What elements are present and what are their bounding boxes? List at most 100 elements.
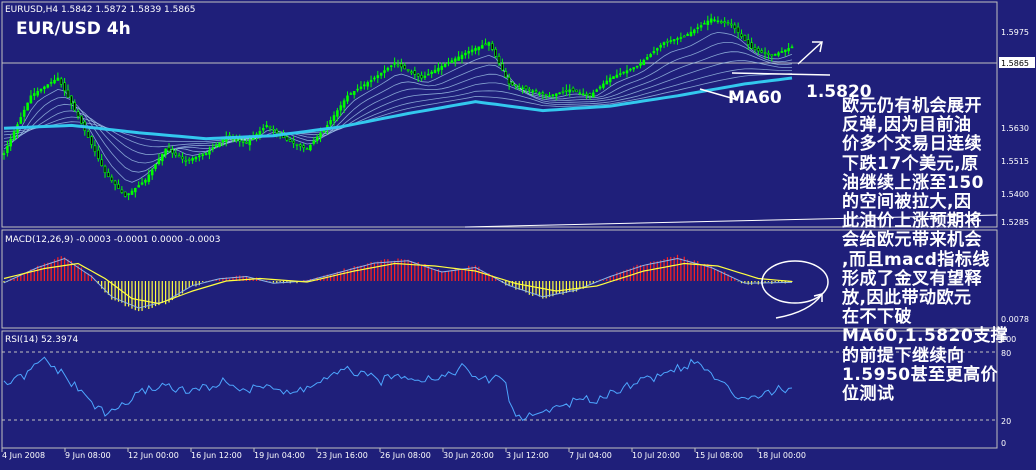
- candle-body: [410, 71, 413, 74]
- commentary-line: 会给欧元带来机会: [842, 230, 982, 251]
- candle-body: [514, 84, 518, 87]
- candle-body: [288, 139, 292, 142]
- candle-body: [629, 68, 632, 71]
- candle-body: [558, 92, 561, 95]
- commentary-line: 的空间被拉大,因: [842, 192, 972, 213]
- candle-body: [147, 174, 151, 182]
- candle-body: [63, 82, 66, 92]
- candle-body: [164, 148, 167, 155]
- candle-body: [241, 141, 245, 143]
- commentary-line: 价多个交易日连续: [842, 134, 982, 155]
- candle-body: [110, 176, 114, 181]
- candle-body: [551, 94, 555, 97]
- candle-body: [655, 48, 659, 51]
- candle-body: [571, 87, 575, 92]
- candle-body: [548, 95, 551, 98]
- candle-body: [524, 85, 528, 90]
- candle-body: [416, 73, 420, 77]
- candle-body: [554, 93, 558, 97]
- candle-body: [443, 64, 447, 67]
- candle-body: [497, 55, 501, 64]
- candle-body: [386, 67, 390, 71]
- candle-body: [733, 24, 737, 29]
- candle-body: [649, 53, 652, 58]
- candles: [2, 13, 794, 201]
- candle-body: [19, 117, 23, 124]
- candle-body: [366, 82, 370, 87]
- candle-body: [591, 92, 595, 98]
- commentary-line: 放,因此带动欧元: [842, 288, 972, 309]
- current-price-tag: [999, 57, 1035, 68]
- price-tick: 1.5515: [1001, 157, 1029, 166]
- candle-body: [767, 52, 770, 55]
- commentary-line: 形成了金叉有望释: [842, 268, 982, 289]
- candle-body: [696, 27, 700, 30]
- candle-body: [12, 131, 16, 140]
- candle-body: [504, 71, 508, 78]
- ribbon-ma-line: [3, 51, 793, 164]
- candle-body: [198, 155, 201, 158]
- candle-body: [763, 52, 767, 54]
- candle-body: [194, 156, 198, 160]
- price-tick: 1.5285: [1001, 218, 1029, 227]
- candle-body: [171, 149, 174, 154]
- candle-body: [103, 165, 107, 173]
- candle-body: [612, 76, 615, 80]
- candle-body: [393, 62, 396, 65]
- candle-body: [538, 92, 541, 95]
- candle-body: [285, 136, 289, 141]
- candle-body: [740, 33, 743, 37]
- candle-body: [787, 48, 790, 52]
- candle-body: [719, 21, 723, 23]
- candle-body: [659, 45, 663, 48]
- candle-body: [686, 33, 689, 36]
- candle-body: [53, 79, 56, 84]
- candle-body: [467, 51, 471, 54]
- candle-body: [144, 179, 147, 183]
- candle-body: [373, 77, 376, 80]
- candle-body: [709, 18, 713, 23]
- candle-body: [309, 144, 312, 151]
- ma60-path: [3, 76, 793, 141]
- candle-body: [265, 125, 269, 128]
- candle-body: [349, 93, 353, 95]
- macd-signal-line: [3, 262, 793, 305]
- price-axis: 1.5975 1.5865 1.5630 1.5515 1.5400 1.528…: [999, 28, 1035, 227]
- commentary-line: 此油价上涨预期将: [842, 211, 982, 232]
- candle-body: [477, 46, 481, 51]
- time-tick-label: 12 Jun 00:00: [128, 451, 179, 460]
- candle-body: [565, 90, 568, 92]
- candle-body: [464, 52, 467, 56]
- current-price-value: 1.5865: [1001, 59, 1029, 68]
- candle-body: [268, 125, 272, 129]
- commentary-line: MA60,1.5820支撑: [842, 326, 1009, 347]
- commentary-line: 1.5950甚至更高价: [842, 364, 999, 385]
- candle-body: [770, 54, 774, 57]
- candle-body: [22, 109, 26, 117]
- rsi-axis: 100 80 20 0: [1001, 335, 1016, 448]
- candle-body: [474, 48, 477, 51]
- commentary-line: 反弹,因为目前油: [842, 115, 972, 136]
- candle-body: [298, 144, 302, 147]
- candle-body: [235, 139, 238, 141]
- candle-body: [137, 185, 140, 188]
- candle-body: [379, 72, 383, 76]
- commentary-text: 欧元仍有机会展开 反弹,因为目前油 价多个交易日连续 下跌17个美元,原 油继续上涨至1…: [842, 96, 1034, 404]
- candle-body: [635, 65, 639, 68]
- candle-body: [605, 80, 609, 85]
- candle-body: [615, 74, 619, 78]
- candle-body: [245, 142, 248, 144]
- candle-body: [773, 53, 777, 56]
- candle-body: [706, 20, 710, 26]
- commentary-line: 在不下破: [842, 307, 912, 328]
- candle-body: [46, 84, 50, 88]
- candle-body: [93, 145, 97, 152]
- candle-body: [221, 139, 225, 143]
- candle-body: [59, 78, 63, 85]
- candle-body: [238, 139, 241, 142]
- candle-body: [743, 35, 747, 41]
- commentary-line: 的前提下继续向: [842, 345, 965, 366]
- rsi-tick: 100: [1001, 335, 1016, 344]
